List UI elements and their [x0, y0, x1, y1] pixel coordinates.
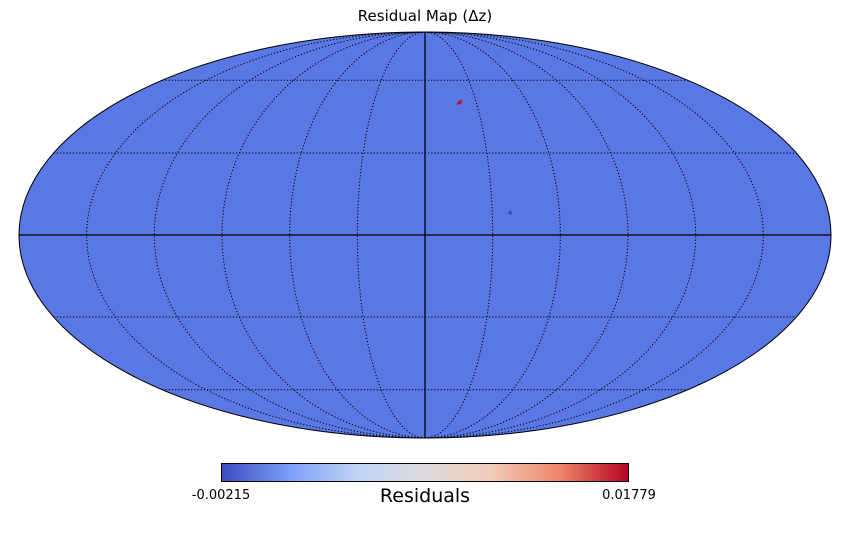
sky-map: [18, 31, 832, 439]
meridian-line: [424, 31, 764, 439]
colorbar-max-label: 0.01779: [602, 488, 656, 503]
map-features: [456, 99, 513, 216]
colorbar: [221, 463, 629, 482]
map-border: [18, 31, 832, 439]
meridian-line: [424, 31, 697, 439]
colorbar-min-label: -0.00215: [191, 488, 251, 503]
meridian-line: [289, 31, 426, 439]
high-residual-spot: [456, 99, 463, 105]
meridian-line: [424, 31, 561, 439]
colorbar-title: Residuals: [379, 485, 471, 507]
low-residual-spot: [507, 210, 513, 216]
map-title: Residual Map (Δz): [357, 7, 493, 25]
meridian-line: [86, 31, 426, 439]
